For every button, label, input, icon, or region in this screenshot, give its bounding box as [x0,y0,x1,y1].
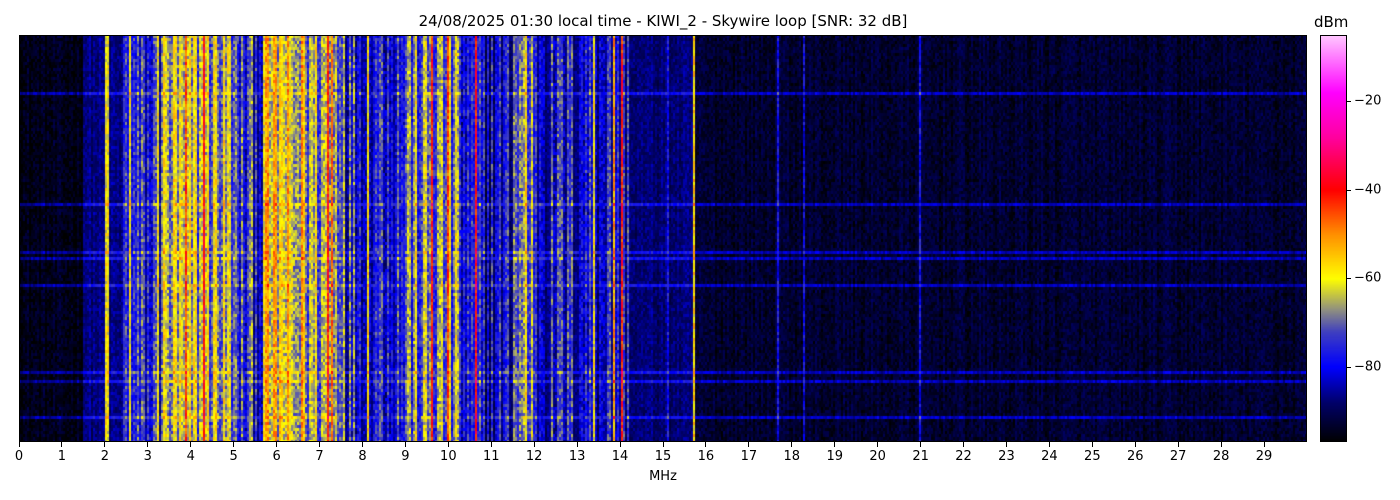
x-tick-mark [748,442,750,447]
spectrogram-heatmap [19,35,1307,442]
x-tick-mark [1048,442,1050,447]
x-tick-label: 27 [1169,449,1187,464]
x-tick-mark [533,442,535,447]
x-tick-mark [104,442,106,447]
colorbar-tick-mark [1347,366,1351,368]
x-tick-label: 9 [401,449,410,464]
x-tick-label: 4 [186,449,195,464]
x-tick-mark [361,442,363,447]
x-tick-mark [791,442,793,447]
x-tick-label: 15 [654,449,672,464]
x-tick-mark [963,442,965,447]
colorbar-tick-label: −20 [1354,93,1382,109]
colorbar-tick-mark [1347,278,1351,280]
x-tick-mark [1177,442,1179,447]
colorbar-tick-label: −60 [1354,270,1382,286]
x-tick-mark [404,442,406,447]
x-tick-label: 21 [912,449,929,464]
x-tick-mark [576,442,578,447]
x-tick-mark [490,442,492,447]
x-tick-mark [877,442,879,447]
x-axis-label: MHz [649,469,677,484]
colorbar-tick-label: −40 [1354,182,1382,198]
colorbar-tick-label: −80 [1354,359,1382,375]
x-tick-mark [705,442,707,447]
x-tick-mark [276,442,278,447]
x-tick-mark [834,442,836,447]
x-tick-label: 14 [611,449,629,464]
colorbar-gradient [1320,35,1347,442]
x-tick-label: 29 [1255,449,1273,464]
x-tick-label: 26 [1126,449,1144,464]
x-tick-label: 11 [482,449,500,464]
x-tick-mark [18,442,20,447]
colorbar-tick-mark [1347,101,1351,103]
chart-title: 24/08/2025 01:30 local time - KIWI_2 - S… [418,12,908,30]
x-tick-label: 24 [1041,449,1058,464]
x-tick-label: 0 [14,449,24,464]
x-tick-label: 20 [869,449,886,464]
x-tick-label: 3 [143,449,152,464]
x-tick-label: 13 [568,449,586,464]
x-tick-label: 17 [740,449,758,464]
x-tick-label: 28 [1212,449,1230,464]
x-tick-label: 8 [358,449,367,464]
x-tick-mark [233,442,235,447]
plot-frame [19,35,1307,442]
x-tick-label: 18 [783,449,801,464]
x-tick-mark [190,442,192,447]
x-tick-mark [920,442,922,447]
x-tick-mark [1134,442,1136,447]
x-tick-mark [619,442,621,447]
x-tick-mark [1220,442,1222,447]
x-tick-mark [319,442,321,447]
colorbar-label: dBm [1314,13,1349,31]
x-tick-label: 5 [229,449,238,464]
x-tick-mark [662,442,664,447]
x-tick-label: 25 [1084,449,1101,464]
x-tick-mark [447,442,449,447]
x-tick-label: 7 [315,449,324,464]
colorbar-frame [1320,35,1347,442]
x-tick-mark [1005,442,1007,447]
x-tick-label: 1 [57,449,67,464]
x-tick-mark [61,442,63,447]
x-tick-mark [147,442,149,447]
x-tick-label: 6 [272,449,281,464]
colorbar-tick-mark [1347,189,1351,191]
x-tick-label: 2 [100,449,109,464]
x-tick-label: 22 [955,449,972,464]
x-tick-label: 19 [826,449,843,464]
x-tick-label: 10 [440,449,457,464]
x-tick-label: 23 [998,449,1015,464]
x-tick-label: 12 [525,449,543,464]
x-tick-mark [1263,442,1265,447]
x-tick-label: 16 [697,449,715,464]
x-tick-mark [1091,442,1093,447]
